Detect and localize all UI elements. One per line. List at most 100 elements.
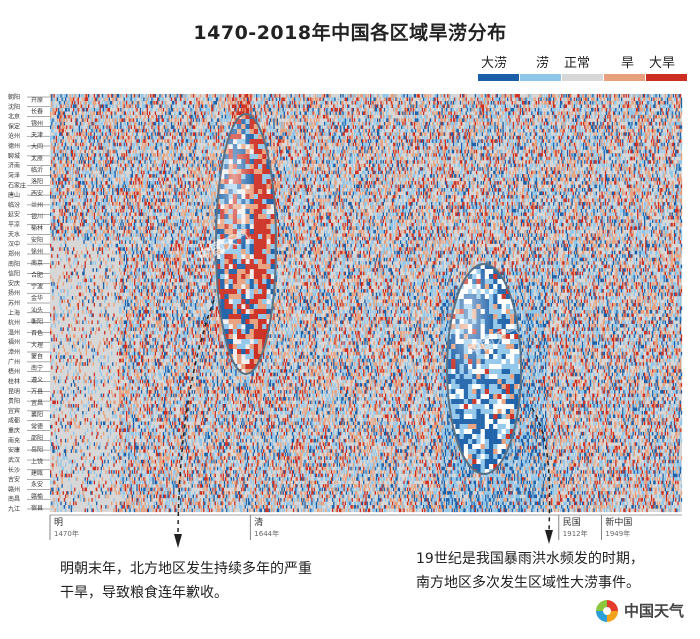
- heatmap-cell: [529, 97, 530, 101]
- heatmap-cell: [262, 97, 263, 101]
- heatmap-cell: [155, 94, 156, 98]
- heatmap-cell: [609, 97, 610, 101]
- heatmap-cell: [232, 97, 233, 101]
- heatmap-cell: [436, 94, 437, 98]
- heatmap-cell: [95, 101, 96, 105]
- heatmap-cell: [393, 94, 394, 98]
- heatmap-cell: [171, 97, 172, 101]
- heatmap-cell: [124, 101, 125, 105]
- heatmap-cell: [323, 97, 324, 101]
- heatmap-cell: [300, 97, 301, 101]
- heatmap-cell: [272, 94, 273, 98]
- heatmap-cell: [250, 94, 251, 98]
- heatmap-cell: [497, 97, 498, 101]
- heatmap-cell: [399, 97, 400, 101]
- heatmap-cell: [538, 97, 539, 101]
- heatmap-cell: [432, 97, 433, 101]
- heatmap-cell: [182, 94, 183, 98]
- heatmap-cell: [57, 97, 58, 101]
- heatmap-cell: [384, 97, 385, 101]
- heatmap-cell: [428, 94, 429, 98]
- heatmap-cell: [515, 94, 516, 98]
- heatmap-cell: [72, 101, 73, 105]
- heatmap-cell: [185, 97, 186, 101]
- heatmap-cell: [264, 94, 265, 98]
- heatmap-cell: [570, 97, 571, 101]
- heatmap-cell: [387, 97, 388, 101]
- heatmap-cell: [227, 97, 228, 101]
- heatmap-cell: [392, 94, 393, 98]
- heatmap-cell: [235, 94, 236, 98]
- heatmap-cell: [562, 94, 563, 98]
- heatmap-cell: [276, 94, 277, 98]
- heatmap-cell: [395, 94, 396, 98]
- heatmap-cell: [510, 94, 511, 98]
- heatmap-cell: [66, 94, 67, 98]
- heatmap-cell: [315, 97, 316, 101]
- heatmap-cell: [97, 94, 98, 98]
- heatmap-cell: [203, 97, 204, 101]
- heatmap-cell: [64, 94, 65, 98]
- heatmap-cell: [545, 97, 546, 101]
- heatmap-cell: [89, 101, 90, 105]
- heatmap-cell: [152, 101, 153, 105]
- heatmap-cell: [281, 97, 282, 101]
- heatmap-cell: [123, 94, 124, 98]
- heatmap-cell: [463, 94, 464, 98]
- heatmap-cell: [462, 97, 463, 101]
- heatmap-cell: [128, 101, 129, 105]
- heatmap-cell: [110, 101, 111, 105]
- heatmap-cell: [161, 94, 162, 98]
- heatmap-cell: [363, 94, 364, 98]
- heatmap-cell: [585, 94, 586, 98]
- heatmap-cell: [598, 97, 599, 101]
- heatmap-cell: [365, 94, 366, 98]
- heatmap-cell: [323, 94, 324, 98]
- heatmap-cell: [342, 94, 343, 98]
- heatmap-cell: [88, 101, 89, 105]
- heatmap-cell: [370, 94, 371, 98]
- heatmap-cell: [226, 97, 227, 101]
- heatmap-cell: [247, 97, 248, 101]
- heatmap-cell: [361, 97, 362, 101]
- heatmap-cell: [179, 94, 180, 98]
- heatmap-cell: [371, 94, 372, 98]
- heatmap-cell: [216, 97, 217, 101]
- heatmap-cell: [359, 97, 360, 101]
- heatmap-cell: [186, 101, 187, 105]
- heatmap-cell: [162, 97, 163, 101]
- heatmap-cell: [449, 94, 450, 98]
- heatmap-cell: [82, 97, 83, 101]
- heatmap-cell: [637, 94, 638, 98]
- heatmap-cell: [486, 94, 487, 98]
- heatmap-cell: [103, 97, 104, 101]
- heatmap-cell: [319, 94, 320, 98]
- heatmap-cell: [75, 101, 76, 105]
- heatmap-cell: [391, 97, 392, 101]
- heatmap-cell: [233, 97, 234, 101]
- heatmap-cell: [174, 101, 175, 105]
- heatmap-cell: [498, 97, 499, 101]
- heatmap-cell: [350, 94, 351, 98]
- heatmap-cell: [347, 94, 348, 98]
- heatmap-cell: [516, 97, 517, 101]
- heatmap-cell: [82, 94, 83, 98]
- heatmap-cell: [466, 94, 467, 98]
- heatmap-cell: [606, 94, 607, 98]
- heatmap-cell: [94, 97, 95, 101]
- heatmap-cell: [504, 94, 505, 98]
- heatmap-cell: [164, 101, 165, 105]
- heatmap-cell: [108, 94, 109, 98]
- heatmap-cell: [78, 101, 79, 105]
- heatmap-cell: [618, 97, 619, 101]
- heatmap-grid: [50, 94, 682, 512]
- heatmap-cell: [448, 97, 449, 101]
- heatmap-cell: [152, 97, 153, 101]
- heatmap-cell: [322, 94, 323, 98]
- heatmap-cell: [676, 97, 677, 101]
- heatmap-cell: [251, 94, 252, 98]
- heatmap-cell: [230, 94, 231, 98]
- heatmap-cell: [443, 97, 444, 101]
- heatmap-cell: [60, 101, 61, 105]
- heatmap-cell: [154, 101, 155, 105]
